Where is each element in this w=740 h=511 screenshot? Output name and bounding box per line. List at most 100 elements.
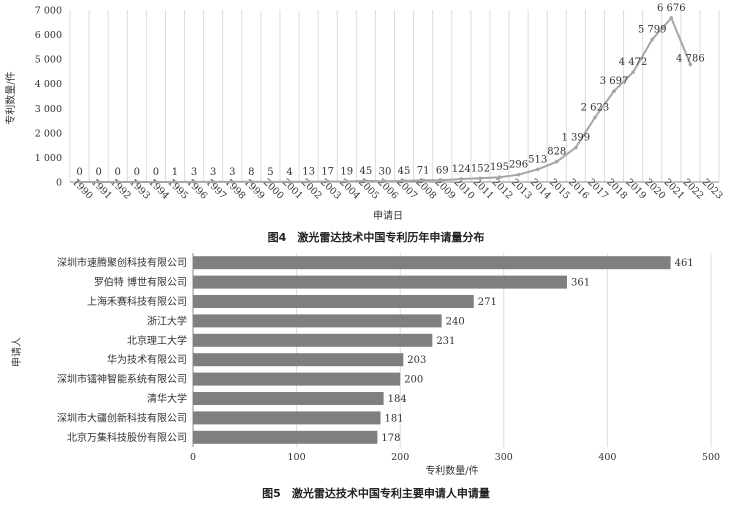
line-point	[574, 145, 578, 150]
bar	[193, 372, 401, 386]
bar	[193, 256, 671, 270]
line-point	[325, 179, 330, 184]
line-chart-y-label: 专利数量/件	[4, 71, 17, 124]
line-point	[497, 175, 502, 180]
line-chart-y-ticks: 0 1 000 2 000 3 000 4 000 5 000 6 000 7 000	[35, 6, 62, 189]
line-point	[421, 178, 425, 183]
line-chart-x-label: 申请日	[373, 209, 403, 222]
line-data-label: 828	[547, 147, 566, 158]
bar-series	[193, 256, 671, 444]
line-point	[287, 180, 292, 184]
bar-chart-y-label: 申请人	[10, 337, 23, 367]
line-point	[650, 37, 654, 42]
line-point	[554, 159, 559, 164]
line-x-tick-label: 2016	[566, 177, 591, 202]
bar-category-label: 深圳市速腾聚创科技有限公司	[57, 256, 187, 269]
line-data-label: 1	[172, 167, 178, 178]
line-data-label: 6 676	[657, 3, 686, 14]
line-x-tick-label: 2010	[452, 177, 477, 202]
figure-4-caption: 图4 激光雷达技术中国专利历年申请量分布	[268, 230, 485, 244]
line-x-tick-label: 1996	[184, 177, 209, 202]
line-point	[192, 180, 196, 184]
line-point	[440, 178, 445, 183]
line-data-label: 19	[340, 167, 353, 178]
bar-category-label: 罗伯特 博世有限公司	[94, 276, 187, 289]
bar-value-label: 240	[446, 316, 465, 327]
line-y-tick-label: 2 000	[35, 128, 62, 139]
line-x-tick-label: 2002	[299, 177, 324, 202]
line-x-tick-label: 2001	[280, 177, 305, 202]
line-y-tick-label: 6 000	[35, 30, 62, 41]
line-point	[211, 180, 215, 184]
line-point	[593, 115, 597, 120]
line-x-tick-label: 1990	[70, 177, 95, 202]
line-data-label: 296	[509, 160, 528, 171]
line-x-tick-label: 1998	[223, 177, 248, 202]
bar-x-tick-label: 100	[288, 452, 306, 463]
line-data-label: 0	[95, 167, 101, 178]
line-point	[96, 180, 101, 184]
line-data-label: 4	[286, 167, 292, 178]
bar-data-labels: 461 361 271 240 231 203 200 184 181 178	[381, 258, 693, 444]
line-data-label: 0	[134, 167, 140, 178]
line-y-tick-label: 0	[56, 178, 62, 189]
bar-category-label: 北京万集科技股份有限公司	[67, 431, 187, 444]
figure-5-caption: 图5 激光雷达技术中国专利主要申请人申请量	[262, 486, 490, 500]
bar-value-label: 181	[385, 413, 404, 424]
line-x-tick-label: 1991	[89, 177, 114, 202]
line-data-label: 71	[417, 165, 430, 176]
bar	[193, 411, 381, 425]
bar-x-tick-label: 300	[495, 452, 513, 463]
bar-value-label: 184	[388, 394, 407, 405]
line-point	[115, 180, 120, 184]
bar	[193, 295, 474, 308]
line-point	[135, 180, 139, 184]
line-x-tick-label: 2000	[261, 177, 286, 202]
line-point	[77, 180, 82, 184]
line-data-label: 13	[302, 167, 315, 178]
line-data-label: 195	[490, 162, 509, 173]
line-point	[249, 180, 254, 184]
line-data-label: 1 399	[562, 133, 591, 144]
line-data-label: 3	[191, 167, 197, 178]
bar	[193, 314, 442, 328]
line-data-label: 17	[321, 167, 334, 178]
bar	[193, 353, 404, 367]
bar-value-label: 178	[381, 433, 400, 444]
line-x-tick-label: 2023	[700, 177, 725, 202]
bar	[193, 275, 567, 289]
line-points	[77, 16, 693, 184]
line-point	[669, 16, 674, 20]
line-series	[79, 16, 692, 183]
line-x-tick-label: 1995	[165, 177, 190, 202]
line-x-tick-label: 2021	[662, 177, 687, 202]
line-data-label: 2 623	[581, 103, 610, 114]
line-x-tick-label: 2022	[681, 177, 706, 202]
bar-value-label: 271	[478, 297, 497, 308]
line-x-tick-label: 2011	[471, 177, 496, 202]
line-data-label: 45	[360, 166, 373, 177]
line-data-label: 3	[229, 167, 235, 178]
line-data-label: 3	[210, 167, 216, 178]
line-point	[364, 179, 368, 183]
line-y-tick-label: 3 000	[35, 104, 62, 115]
bar-category-label: 深圳市大疆创新科技有限公司	[57, 411, 187, 424]
line-x-tick-label: 2003	[318, 177, 343, 202]
bar	[193, 333, 433, 347]
line-x-tick-label: 2019	[623, 177, 648, 202]
bar-category-label: 华为技术有限公司	[107, 353, 187, 366]
bar-x-tick-label: 200	[391, 452, 409, 463]
line-x-tick-label: 2015	[547, 177, 572, 202]
line-point	[402, 179, 406, 183]
line-x-tick-label: 1999	[242, 177, 267, 202]
line-point	[268, 180, 273, 184]
line-data-label: 0	[115, 167, 121, 178]
bar-value-label: 203	[407, 355, 426, 366]
line-point	[230, 180, 235, 184]
bar-value-label: 461	[675, 258, 694, 269]
line-x-tick-label: 2012	[490, 177, 515, 202]
